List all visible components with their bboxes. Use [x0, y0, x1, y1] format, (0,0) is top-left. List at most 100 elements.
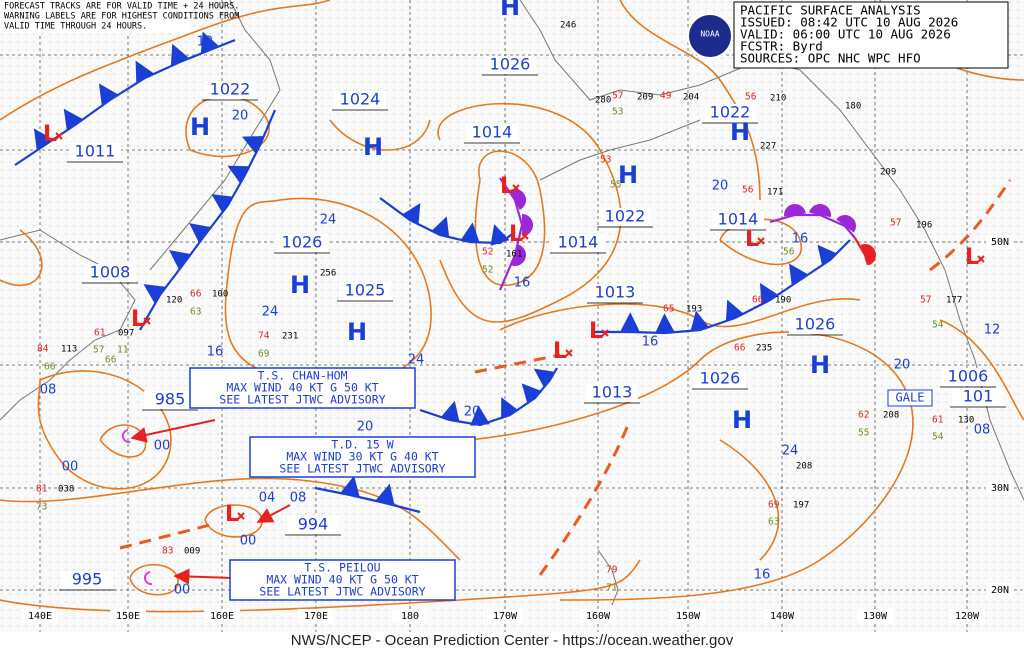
high-center: H	[500, 0, 520, 21]
advisory-line: T.D. 15 W	[331, 438, 393, 452]
latitude-label: 20N	[991, 585, 1009, 596]
pressure-label: 1011	[75, 142, 116, 161]
warning-box	[887, 389, 933, 407]
info-box	[733, 1, 1009, 69]
header-note-box	[0, 0, 190, 33]
station-dewpoint: 54	[932, 320, 944, 331]
pressure-label-box	[339, 282, 391, 300]
station-pressure: 193	[686, 305, 702, 315]
info-line: FCSTR: Byrd	[740, 39, 823, 54]
latitude-box	[986, 235, 1014, 249]
high-center: H	[732, 406, 752, 434]
pressure-label-box	[712, 211, 764, 229]
low-center: L	[225, 502, 239, 527]
advisory-line: T.S. CHAN-HOM	[257, 369, 347, 383]
station-dewpoint: 73	[36, 502, 47, 513]
longitude-label: 150E	[116, 611, 140, 622]
station-pressure: 130	[958, 416, 974, 426]
isobar-value: 08	[40, 383, 57, 398]
pressure-label-box	[484, 56, 536, 74]
isobar-value: 20	[712, 179, 729, 194]
noaa-logo	[687, 13, 733, 59]
station-temperature: 49	[660, 91, 672, 102]
station-pressure: 256	[320, 269, 336, 279]
station-dewpoint: 69	[258, 349, 270, 360]
storm-tracks	[130, 419, 291, 585]
pressure-label: 1022	[710, 103, 751, 122]
station-dewpoint: 66	[105, 355, 117, 366]
info-line: ISSUED: 08:42 UTC 10 AUG 2026	[740, 15, 958, 30]
advisory-line: SEE LATEST JTWC ADVISORY	[259, 585, 425, 599]
station-pressure: 171	[767, 188, 783, 198]
high-center: H	[190, 113, 210, 141]
pressure-label-box	[334, 91, 386, 109]
pressure-label: 1026	[490, 55, 531, 74]
low-center: L	[131, 307, 145, 332]
pressure-label-box	[599, 208, 651, 226]
fronts	[14, 31, 876, 514]
pressure-label: 101	[963, 387, 994, 406]
station-pressure: 209	[880, 168, 896, 178]
high-center: H	[730, 118, 750, 146]
low-center: L	[509, 222, 523, 247]
latitude-box	[986, 481, 1014, 495]
isobar-value: 16	[792, 232, 809, 247]
isobar-value: 08	[290, 491, 307, 506]
map-dots	[0, 0, 1024, 632]
station-temperature: 69	[768, 500, 780, 511]
station-temperature: 66	[190, 289, 202, 300]
low-x	[757, 237, 765, 245]
station-dewpoint: 55	[610, 180, 621, 191]
advisory-box	[189, 367, 416, 409]
high-center: H	[363, 133, 383, 161]
station-temperature: 57	[612, 91, 623, 102]
isobar-value: 20	[894, 358, 911, 373]
warning-label: GALE	[896, 391, 925, 405]
isobar-value: 16	[207, 345, 224, 360]
station-temperature: 79	[606, 565, 618, 576]
station-temperature: 53	[600, 155, 611, 166]
info-line: PACIFIC SURFACE ANALYSIS	[740, 3, 921, 18]
station-dewpoint: 63	[768, 517, 779, 528]
pressure-label: 994	[298, 515, 329, 534]
station-pressure: 196	[916, 221, 932, 231]
advisory-line: SEE LATEST JTWC ADVISORY	[279, 462, 445, 476]
pressure-label-box	[789, 316, 841, 334]
low-center: L	[553, 339, 567, 364]
low-x	[565, 349, 573, 357]
pressure-label: 1013	[595, 283, 636, 302]
longitude-label: 160E	[210, 611, 234, 622]
isobar-value: 12	[984, 323, 1001, 338]
pressure-label-box	[61, 571, 113, 589]
station-pressure: 009	[184, 547, 200, 557]
station-pressure: 161	[506, 250, 522, 260]
station-temperature: 62	[858, 410, 869, 421]
advisory-line: T.S. PEILOU	[304, 561, 380, 575]
station-temperature: 66	[734, 343, 746, 354]
station-dewpoint: 57	[93, 345, 104, 356]
pressure-label: 1014	[472, 123, 513, 142]
station-pressure: 227	[760, 142, 776, 152]
station-temperature: 56	[742, 185, 754, 196]
low-x	[55, 132, 63, 140]
station-pressure: 280	[595, 96, 611, 106]
station-pressure: 100	[212, 290, 228, 300]
station-dewpoint: 56	[783, 247, 795, 258]
pressure-label-box	[586, 384, 638, 402]
station-pressure: 208	[883, 411, 899, 421]
advisory-line: MAX WIND 30 KT G 40 KT	[286, 450, 438, 464]
advisory-line: MAX WIND 40 KT G 50 KT	[266, 573, 418, 587]
longitude-label: 170E	[304, 611, 328, 622]
pressure-label: 1026	[700, 369, 741, 388]
isobar-value: 16	[642, 335, 659, 350]
isobar-value: 00	[240, 534, 257, 549]
isobar-value: 12	[197, 35, 214, 50]
isobar-value: 20	[232, 109, 249, 124]
latitude-label: 30N	[991, 483, 1009, 494]
latitude-label: 50N	[991, 237, 1009, 248]
isobar-value: 20	[357, 420, 374, 435]
station-pressure: 038	[58, 485, 74, 495]
pressure-label-box	[704, 104, 756, 122]
low-x	[601, 329, 609, 337]
longitude-label: 120W	[955, 611, 980, 622]
